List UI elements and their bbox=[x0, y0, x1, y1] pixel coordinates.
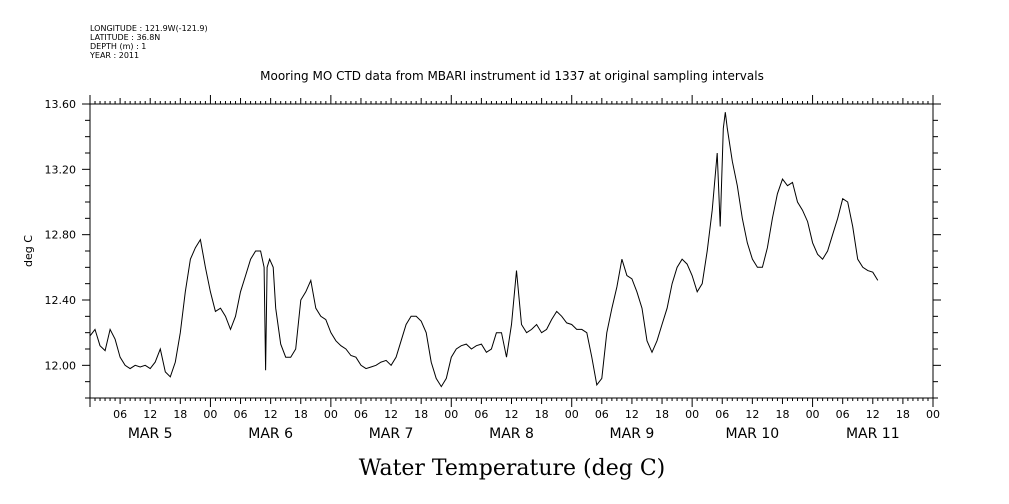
x-hour-label: 12 bbox=[505, 408, 519, 421]
x-hour-label: 06 bbox=[354, 408, 368, 421]
series-line-water-temperature bbox=[89, 112, 879, 388]
x-day-label: MAR 6 bbox=[248, 426, 293, 442]
x-hour-label: 06 bbox=[474, 408, 488, 421]
x-hour-label: 18 bbox=[294, 408, 308, 421]
x-hour-label: 18 bbox=[775, 408, 789, 421]
meta-longitude: LONGITUDE : 121.9W(-121.9) bbox=[90, 24, 208, 33]
y-tick-label: 13.60 bbox=[45, 98, 77, 111]
x-hour-label: 06 bbox=[234, 408, 248, 421]
x-hour-label: 00 bbox=[806, 408, 820, 421]
chart-title: Mooring MO CTD data from MBARI instrumen… bbox=[260, 69, 764, 83]
y-tick-label: 12.40 bbox=[45, 294, 77, 307]
meta-year: YEAR : 2011 bbox=[89, 51, 139, 60]
x-hour-label: 00 bbox=[444, 408, 458, 421]
x-hour-label: 12 bbox=[264, 408, 278, 421]
x-hour-label: 06 bbox=[595, 408, 609, 421]
y-tick-labels: 12.00 12.40 12.80 13.20 13.60 bbox=[45, 98, 77, 372]
x-day-label: MAR 9 bbox=[610, 426, 655, 442]
y-tick-label: 13.20 bbox=[45, 163, 77, 176]
y-tick-label: 12.80 bbox=[45, 229, 77, 242]
x-hour-label: 18 bbox=[896, 408, 910, 421]
x-hour-label: 00 bbox=[926, 408, 940, 421]
x-day-label: MAR 11 bbox=[846, 426, 900, 442]
x-hour-label: 18 bbox=[414, 408, 428, 421]
x-hour-label: 12 bbox=[143, 408, 157, 421]
x-hour-label: 18 bbox=[655, 408, 669, 421]
x-hour-label: 00 bbox=[324, 408, 338, 421]
ticks-layer bbox=[82, 95, 941, 407]
x-hour-label: 18 bbox=[173, 408, 187, 421]
y-axis-label: deg C bbox=[22, 235, 35, 267]
plot-frame bbox=[89, 103, 934, 399]
x-hour-label: 12 bbox=[625, 408, 639, 421]
x-hour-label: 00 bbox=[565, 408, 579, 421]
y-tick-label: 12.00 bbox=[45, 359, 77, 372]
x-tick-labels: 06 12 18 00 06 12 18 00 06 12 18 00 06 12 18 00 06 12 18 00… bbox=[113, 408, 940, 442]
x-day-label: MAR 10 bbox=[726, 426, 780, 442]
x-hour-label: 06 bbox=[836, 408, 850, 421]
meta-latitude: LATITUDE : 36.8N bbox=[90, 33, 160, 42]
x-day-label: MAR 7 bbox=[369, 426, 414, 442]
x-hour-label: 00 bbox=[685, 408, 699, 421]
x-hour-label: 00 bbox=[203, 408, 217, 421]
x-hour-label: 18 bbox=[535, 408, 549, 421]
x-hour-label: 06 bbox=[113, 408, 127, 421]
x-hour-label: 12 bbox=[384, 408, 398, 421]
x-day-label: MAR 8 bbox=[489, 426, 534, 442]
x-hour-label: 12 bbox=[745, 408, 759, 421]
x-hour-label: 06 bbox=[715, 408, 729, 421]
x-hour-label: 12 bbox=[866, 408, 880, 421]
meta-depth: DEPTH (m) : 1 bbox=[90, 42, 146, 51]
x-day-label: MAR 5 bbox=[128, 426, 173, 442]
bottom-title: Water Temperature (deg C) bbox=[359, 456, 666, 481]
